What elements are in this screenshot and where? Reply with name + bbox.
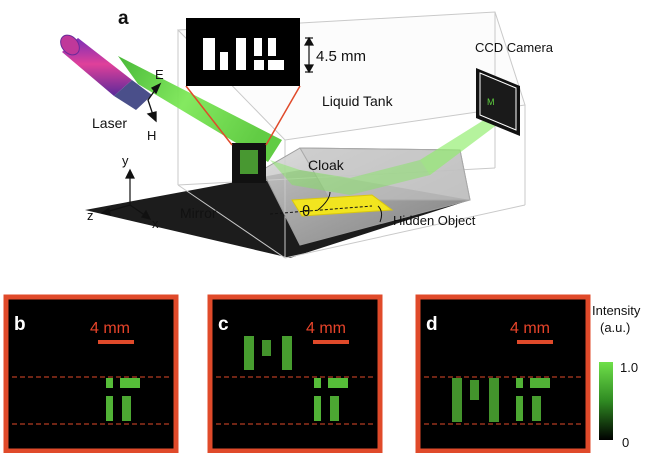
theta-line xyxy=(269,205,373,215)
field-arrows xyxy=(146,82,162,123)
h-field-label: H xyxy=(147,128,156,143)
panel-d-letter: d xyxy=(426,314,438,335)
panel-c-scale-label: 4 mm xyxy=(306,320,346,337)
inset-dimension-label: 4.5 mm xyxy=(316,48,366,65)
mirror-label: Mirror xyxy=(180,205,217,221)
theta-arc xyxy=(317,191,331,211)
slit-mask-glow xyxy=(240,150,258,174)
axis-z-label: z xyxy=(87,208,94,223)
panel-c: c 4 mm xyxy=(207,294,383,453)
laser-label: Laser xyxy=(92,115,127,131)
panel-b-scale-bar xyxy=(98,340,134,344)
panel-d-image xyxy=(452,378,550,422)
panel-b-letter: b xyxy=(14,314,26,335)
reflected-beam xyxy=(270,110,506,195)
panel-c-image xyxy=(244,336,348,421)
panel-c-letter: c xyxy=(218,314,229,335)
dimension-bracket xyxy=(303,36,315,74)
panel-d-scale-label: 4 mm xyxy=(510,320,550,337)
mask-pattern-inset xyxy=(186,18,300,86)
tank-label: Liquid Tank xyxy=(322,93,394,109)
panel-b-scale-label: 4 mm xyxy=(90,320,130,337)
cloak-label: Cloak xyxy=(308,157,345,173)
laser-device xyxy=(60,34,152,110)
panel-d: d 4 mm xyxy=(415,294,591,453)
ccd-camera: M xyxy=(476,68,520,136)
hidden-object-label: Hidden Object xyxy=(393,213,476,228)
colorbar-title-line2: (a.u.) xyxy=(600,320,630,335)
zoom-line-left xyxy=(185,85,233,146)
camera-label: CCD Camera xyxy=(475,40,554,55)
axis-x-label: x xyxy=(152,216,159,231)
camera-beam xyxy=(420,110,506,175)
colorbar-title-line1: Intensity xyxy=(592,303,641,318)
svg-text:M: M xyxy=(487,97,495,107)
theta-label: θ xyxy=(302,203,310,220)
panel-a: a xyxy=(60,8,554,259)
coordinate-axes xyxy=(100,168,152,220)
laser-beam xyxy=(118,56,282,162)
panel-b: b 4 mm xyxy=(3,294,179,453)
colorbar-gradient xyxy=(599,362,613,440)
axis-y-label: y xyxy=(122,153,129,168)
colorbar-min-label: 0 xyxy=(622,435,629,450)
colorbar-max-label: 1.0 xyxy=(620,360,638,375)
panel-d-scale-bar xyxy=(517,340,553,344)
panel-b-image xyxy=(106,378,140,421)
panel-a-letter: a xyxy=(118,8,129,29)
intensity-colorbar: Intensity (a.u.) 1.0 0 xyxy=(592,303,641,450)
zoom-line-right xyxy=(265,85,301,146)
hidden-object-pointer xyxy=(377,205,383,223)
e-field-label: E xyxy=(155,67,164,82)
panel-c-scale-bar xyxy=(313,340,349,344)
